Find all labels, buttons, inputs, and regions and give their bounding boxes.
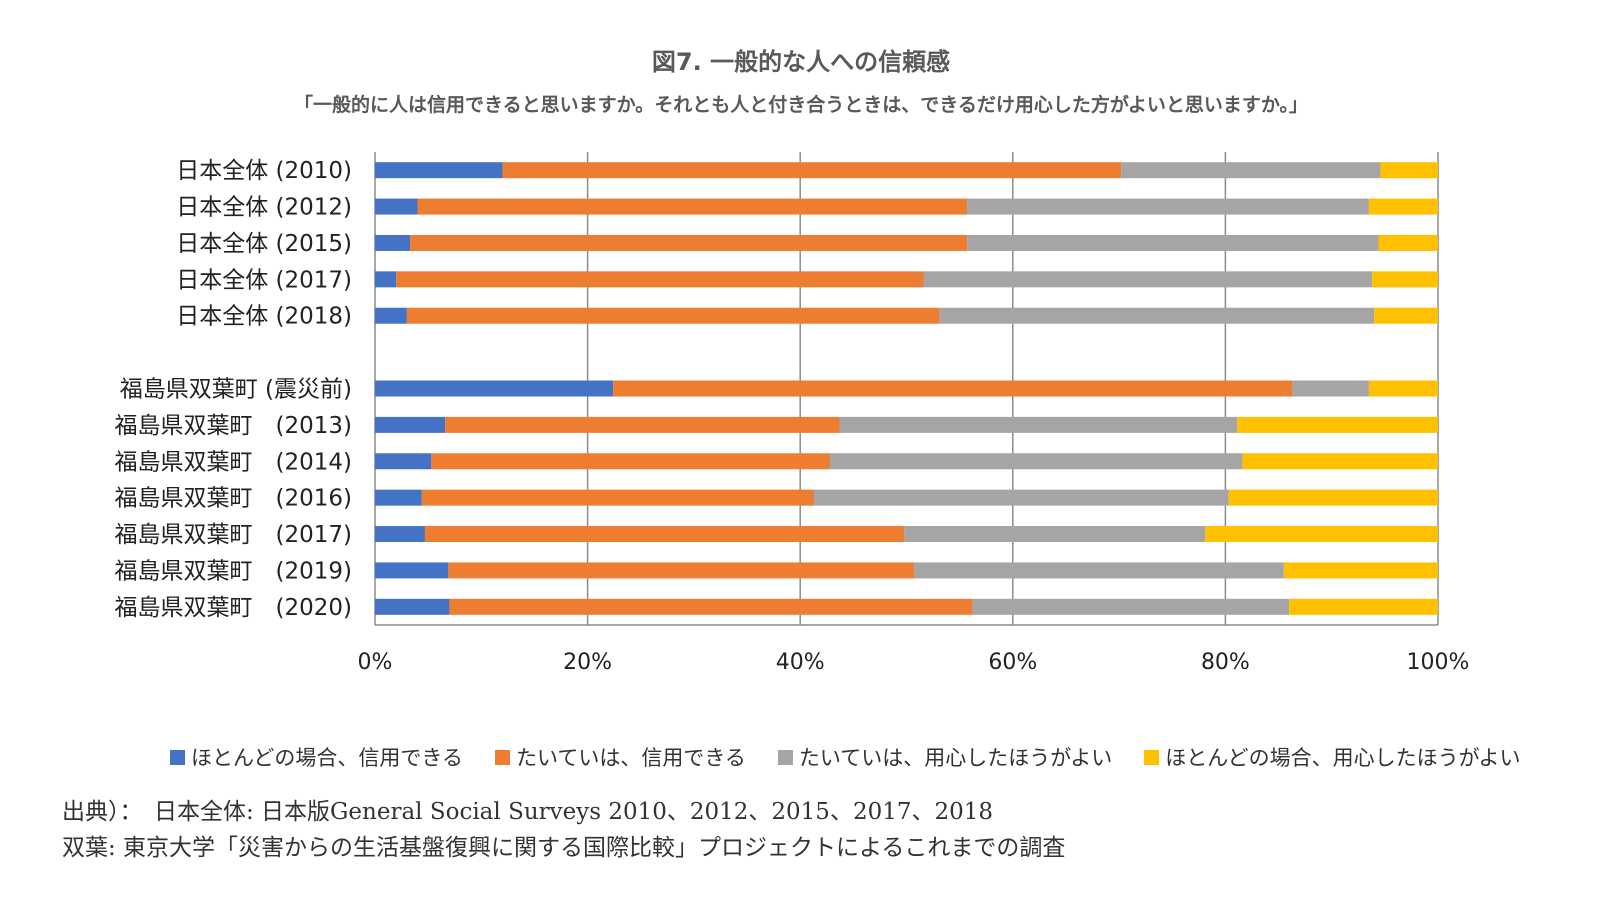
bar-segment-1 <box>375 562 449 579</box>
bar-segment-2 <box>502 162 1122 179</box>
bar-segment-2 <box>445 416 840 433</box>
bar-segment-4 <box>1289 598 1438 615</box>
legend-label-3: たいていは、用心したほうがよい <box>798 746 1113 770</box>
source-line-1: 出典）： 日本全体: 日本版General Social Surveys 201… <box>62 799 994 825</box>
category-label: 福島県双葉町 (2019) <box>115 558 352 584</box>
stacked-bar-chart: 0% 20% 40% 60% 80% 100% 日本全体 (2010) 日本全体 (2012)… <box>115 152 1470 675</box>
bar-segment-3 <box>829 453 1243 470</box>
category-label: 日本全体 (2015) <box>176 231 352 257</box>
chart-title: 図7. 一般的な人への信頼感 <box>651 48 951 76</box>
bar-segment-4 <box>1237 416 1438 433</box>
x-tick-label: 80% <box>1201 650 1250 675</box>
bar-segment-1 <box>375 162 503 179</box>
bar-segment-1 <box>375 453 432 470</box>
bar-segment-2 <box>613 380 1293 397</box>
bar-segment-1 <box>375 526 425 543</box>
bar-segment-2 <box>449 598 973 615</box>
bar-segment-3 <box>923 271 1373 288</box>
bar-segment-2 <box>417 198 968 215</box>
bar-segment-2 <box>396 271 924 288</box>
x-tick-label: 60% <box>988 650 1037 675</box>
bar-segment-3 <box>904 526 1206 543</box>
bar-segment-4 <box>1378 234 1438 251</box>
bar-segment-3 <box>972 598 1290 615</box>
bar-segment-2 <box>421 489 815 506</box>
category-label: 日本全体 (2010) <box>176 158 352 184</box>
legend-label-1: ほとんどの場合、信用できる <box>191 746 463 770</box>
legend-item-1: ほとんどの場合、信用できる <box>170 742 463 772</box>
category-label: 福島県双葉町 (震災前) <box>120 377 352 403</box>
legend-item-2: たいていは、信用できる <box>494 742 746 772</box>
legend-swatch-4 <box>1144 749 1160 765</box>
bar-segment-3 <box>939 307 1375 324</box>
bar-segment-4 <box>1228 489 1438 506</box>
bar-segment-2 <box>431 453 830 470</box>
category-label: 福島県双葉町 (2014) <box>115 449 352 475</box>
bar-segment-4 <box>1283 562 1438 579</box>
bar-segment-1 <box>375 307 407 324</box>
x-tick-label: 40% <box>776 650 825 675</box>
bar-segment-4 <box>1380 162 1438 179</box>
bar-segment-3 <box>967 234 1379 251</box>
legend-item-3: たいていは、用心したほうがよい <box>777 742 1113 772</box>
x-tick-label: 20% <box>563 650 612 675</box>
category-label: 日本全体 (2018) <box>176 304 352 330</box>
bar-segment-1 <box>375 598 450 615</box>
bar-segment-1 <box>375 380 614 397</box>
bar-segment-4 <box>1368 380 1438 397</box>
legend-swatch-1 <box>170 749 185 765</box>
bar-segment-1 <box>375 234 411 251</box>
bar-segment-4 <box>1242 453 1438 470</box>
legend: ほとんどの場合、信用できる たいていは、信用できる たいていは、用心したほうがよ… <box>170 742 1521 772</box>
category-label: 日本全体 (2017) <box>176 267 352 293</box>
bar-segment-1 <box>375 416 446 433</box>
category-label: 福島県双葉町 (2020) <box>115 595 352 621</box>
x-tick-label: 100% <box>1407 650 1470 675</box>
chart-subtitle: 「一般的に人は信用できると思いますか。それとも人と付き合うときは、できるだけ用心… <box>293 94 1309 116</box>
bar-segment-3 <box>967 198 1369 215</box>
legend-swatch-3 <box>777 749 793 765</box>
legend-label-2: たいていは、信用できる <box>515 746 746 770</box>
bar-segment-3 <box>839 416 1238 433</box>
bar-segment-3 <box>1292 380 1369 397</box>
bar-segment-3 <box>1121 162 1381 179</box>
category-label: 福島県双葉町 (2016) <box>115 486 352 512</box>
x-tick-label: 0% <box>358 650 393 675</box>
bar-segment-4 <box>1205 526 1438 543</box>
legend-item-4: ほとんどの場合、用心したほうがよい <box>1144 742 1521 772</box>
bar-segment-3 <box>913 562 1284 579</box>
category-label: 福島県双葉町 (2017) <box>115 522 352 548</box>
bar-segment-3 <box>814 489 1229 506</box>
bar-segment-4 <box>1372 271 1438 288</box>
bar-segment-2 <box>406 307 940 324</box>
bar-segment-4 <box>1368 198 1438 215</box>
bar-segment-1 <box>375 489 422 506</box>
category-label: 福島県双葉町 (2013) <box>115 413 352 439</box>
category-label: 日本全体 (2012) <box>176 195 352 221</box>
bar-segment-1 <box>375 198 418 215</box>
legend-swatch-2 <box>494 749 510 765</box>
bar-segment-2 <box>424 526 905 543</box>
source-line-2: 双葉: 東京大学「災害からの生活基盤復興に関する国際比較」プロジェクトによるこれ… <box>62 835 1066 861</box>
legend-label-4: ほとんどの場合、用心したほうがよい <box>1165 746 1521 770</box>
bar-segment-1 <box>375 271 397 288</box>
bar-segment-4 <box>1374 307 1438 324</box>
bar-segment-2 <box>448 562 914 579</box>
bar-segment-2 <box>410 234 968 251</box>
